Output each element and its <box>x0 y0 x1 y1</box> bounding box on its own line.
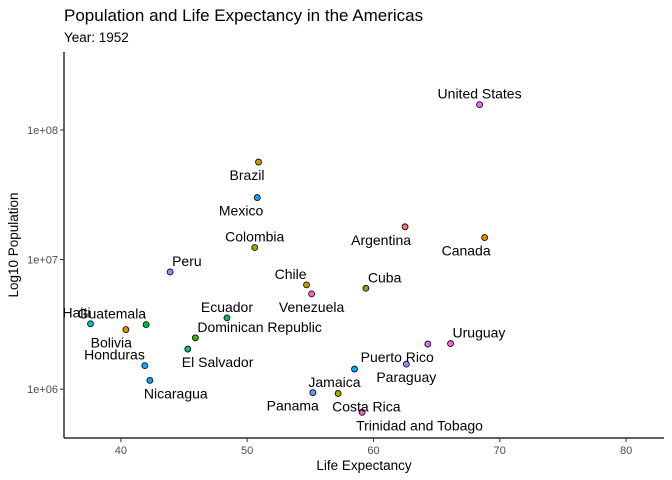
y-ticks: 1e+06 1e+07 1e+08 <box>27 125 64 396</box>
point-label: Canada <box>442 243 491 259</box>
point-label: Ecuador <box>201 299 253 315</box>
data-point <box>402 360 410 368</box>
point-label: Puerto Rico <box>361 349 434 365</box>
point-label: Venezuela <box>279 299 345 315</box>
chart-subtitle: Year: 1952 <box>64 30 129 45</box>
data-point <box>251 244 259 251</box>
point-label: United States <box>438 86 522 102</box>
data-point <box>362 284 370 292</box>
point-label: Mexico <box>219 203 264 219</box>
point-label: Cuba <box>368 269 402 285</box>
data-point <box>166 268 174 276</box>
data-point <box>122 326 130 334</box>
data-points <box>87 101 489 416</box>
data-point <box>184 345 192 353</box>
y-tick-label: 1e+08 <box>27 125 58 137</box>
x-tick-label: 70 <box>494 445 506 457</box>
x-axis-title: Life Expectancy <box>316 458 412 473</box>
x-tick-label: 50 <box>241 445 253 457</box>
point-label: Brazil <box>230 167 265 183</box>
x-tick-label: 40 <box>115 445 127 457</box>
data-point <box>447 340 454 347</box>
x-tick-label: 80 <box>620 445 632 457</box>
point-label: El Salvador <box>182 354 254 370</box>
point-label: Panama <box>267 398 319 414</box>
data-point <box>303 281 310 289</box>
data-point <box>223 314 231 322</box>
data-point <box>476 101 483 109</box>
point-label: Costa Rica <box>332 398 401 414</box>
data-point <box>253 194 261 201</box>
x-tick-label: 60 <box>367 445 379 457</box>
point-label: Honduras <box>84 347 145 363</box>
point-label: Haiti <box>63 305 91 321</box>
data-point <box>358 408 366 416</box>
data-point <box>334 390 342 397</box>
point-label: Nicaragua <box>144 385 208 401</box>
chart-title: Population and Life Expectancy in the Am… <box>64 6 424 25</box>
point-label: Jamaica <box>308 374 360 390</box>
point-label: Dominican Republic <box>197 319 322 335</box>
y-axis-title: Log10 Population <box>6 192 21 297</box>
data-point <box>87 320 94 328</box>
data-point <box>481 234 489 241</box>
data-point <box>255 158 262 166</box>
point-label: Bolivia <box>91 335 132 351</box>
point-label: Colombia <box>225 228 284 244</box>
x-ticks: 40 50 60 70 80 <box>115 438 632 457</box>
point-label: Uruguay <box>453 325 506 341</box>
data-point <box>401 223 409 231</box>
y-tick-label: 1e+07 <box>27 255 58 267</box>
point-label: Trinidad and Tobago <box>356 417 483 433</box>
data-point <box>308 290 315 298</box>
point-label: Argentina <box>351 232 411 248</box>
data-point <box>351 365 358 373</box>
data-point <box>191 334 199 342</box>
point-label: Paraguay <box>376 369 436 385</box>
point-label: Guatemala <box>78 306 147 322</box>
data-point <box>424 340 432 348</box>
point-label: Chile <box>275 266 307 282</box>
y-tick-label: 1e+06 <box>27 384 58 396</box>
point-label: Peru <box>172 253 202 269</box>
data-point <box>142 321 150 329</box>
data-point <box>309 389 317 397</box>
point-labels: United States Brazil Mexico Argentina Canada… <box>63 86 522 434</box>
data-point <box>146 376 154 384</box>
data-point <box>141 362 149 370</box>
